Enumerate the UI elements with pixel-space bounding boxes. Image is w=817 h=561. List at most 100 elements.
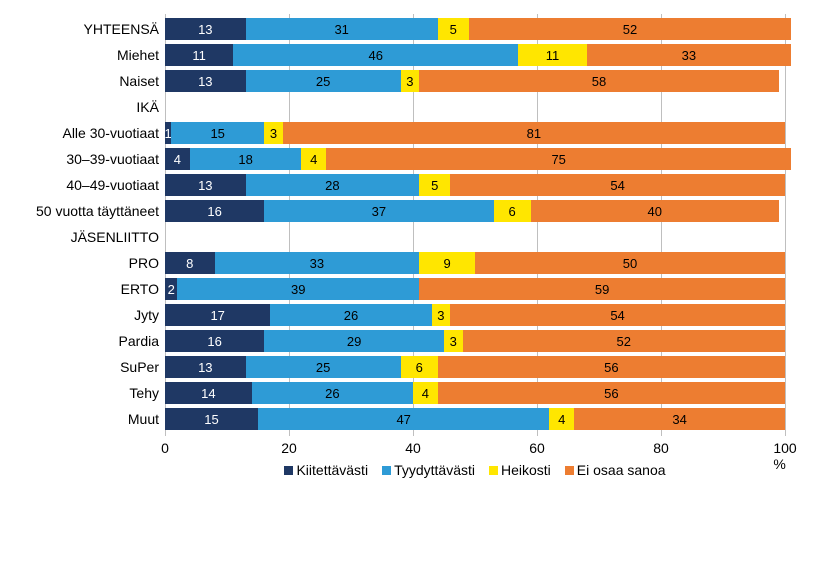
bar-row: Pardia1629352 <box>165 328 785 354</box>
bar-segment-heikosti: 6 <box>494 200 531 222</box>
gridline <box>785 14 786 436</box>
bar-segment-heikosti: 6 <box>401 356 438 378</box>
bar-row: Jyty1726354 <box>165 302 785 328</box>
row-label: Jyty <box>0 307 159 323</box>
legend-swatch <box>565 466 574 475</box>
bar-segment-eiosaa: 54 <box>450 174 785 196</box>
stacked-bar: 1637640 <box>165 200 779 222</box>
bar-segment-tyydyttavasti: 26 <box>270 304 431 326</box>
stacked-bar: 115381 <box>165 122 785 144</box>
bar-segment-heikosti: 4 <box>549 408 574 430</box>
row-label: YHTEENSÄ <box>0 21 159 37</box>
stacked-bar: 418475 <box>165 148 791 170</box>
stacked-bar: 11461133 <box>165 44 791 66</box>
bar-segment-tyydyttavasti: 29 <box>264 330 444 352</box>
bar-segment-tyydyttavasti: 28 <box>246 174 420 196</box>
bar-segment-eiosaa: 56 <box>438 382 785 404</box>
row-label: ERTO <box>0 281 159 297</box>
bar-segment-tyydyttavasti: 37 <box>264 200 493 222</box>
bar-segment-heikosti: 3 <box>432 304 451 326</box>
bar-row: Miehet11461133 <box>165 42 785 68</box>
row-label: Muut <box>0 411 159 427</box>
section-header-row: JÄSENLIITTO <box>165 224 785 250</box>
bar-segment-heikosti: 3 <box>401 70 420 92</box>
bar-segment-tyydyttavasti: 46 <box>233 44 518 66</box>
bar-segment-kiitettavasti: 2 <box>165 278 177 300</box>
stacked-bar: 833950 <box>165 252 785 274</box>
stacked-bar: 1328554 <box>165 174 785 196</box>
legend-item-tyydyttavasti: Tyydyttävästi <box>382 462 475 478</box>
bar-segment-tyydyttavasti: 33 <box>215 252 420 274</box>
bar-segment-kiitettavasti: 13 <box>165 174 246 196</box>
bar-segment-eiosaa: 52 <box>463 330 785 352</box>
bar-segment-tyydyttavasti: 31 <box>246 18 438 40</box>
bar-row: Naiset1325358 <box>165 68 785 94</box>
row-label: 50 vuotta täyttäneet <box>0 203 159 219</box>
bar-segment-eiosaa: 56 <box>438 356 785 378</box>
section-header-row: IKÄ <box>165 94 785 120</box>
bar-row: Alle 30-vuotiaat115381 <box>165 120 785 146</box>
legend-swatch <box>284 466 293 475</box>
x-tick-label: 0 <box>161 440 169 456</box>
bar-segment-heikosti: 3 <box>444 330 463 352</box>
bar-segment-tyydyttavasti: 39 <box>177 278 419 300</box>
bar-segment-kiitettavasti: 14 <box>165 382 252 404</box>
legend-item-heikosti: Heikosti <box>489 462 551 478</box>
row-label: Alle 30-vuotiaat <box>0 125 159 141</box>
bar-segment-kiitettavasti: 13 <box>165 70 246 92</box>
plot-area: YHTEENSÄ1331552Miehet11461133Naiset13253… <box>165 10 785 500</box>
row-label: Tehy <box>0 385 159 401</box>
bar-segment-kiitettavasti: 16 <box>165 330 264 352</box>
bar-segment-kiitettavasti: 4 <box>165 148 190 170</box>
stacked-bar: 1325656 <box>165 356 785 378</box>
bar-segment-tyydyttavasti: 47 <box>258 408 549 430</box>
legend-label: Heikosti <box>501 462 551 478</box>
bar-segment-tyydyttavasti: 15 <box>171 122 264 144</box>
bar-segment-eiosaa: 81 <box>283 122 785 144</box>
x-tick-label: 60 <box>529 440 545 456</box>
bar-segment-eiosaa: 52 <box>469 18 791 40</box>
x-tick-label: 80 <box>653 440 669 456</box>
bar-segment-eiosaa: 33 <box>587 44 792 66</box>
legend-swatch <box>382 466 391 475</box>
bar-segment-eiosaa: 50 <box>475 252 785 274</box>
row-label: 30–39-vuotiaat <box>0 151 159 167</box>
bar-rows: YHTEENSÄ1331552Miehet11461133Naiset13253… <box>165 16 785 432</box>
stacked-bar: 1726354 <box>165 304 785 326</box>
bar-segment-kiitettavasti: 13 <box>165 18 246 40</box>
bar-segment-eiosaa: 75 <box>326 148 791 170</box>
row-label: Miehet <box>0 47 159 63</box>
bar-segment-tyydyttavasti: 18 <box>190 148 302 170</box>
legend-label: Kiitettävästi <box>296 462 368 478</box>
bar-segment-eiosaa: 59 <box>419 278 785 300</box>
row-label: Naiset <box>0 73 159 89</box>
stacked-bar: 1629352 <box>165 330 785 352</box>
bar-segment-heikosti: 4 <box>413 382 438 404</box>
row-label: PRO <box>0 255 159 271</box>
row-label: JÄSENLIITTO <box>0 229 159 245</box>
bar-segment-heikosti: 5 <box>438 18 469 40</box>
chart-container: YHTEENSÄ1331552Miehet11461133Naiset13253… <box>0 0 817 561</box>
legend-swatch <box>489 466 498 475</box>
bar-row: SuPer1325656 <box>165 354 785 380</box>
stacked-bar: 1426456 <box>165 382 785 404</box>
bar-segment-eiosaa: 54 <box>450 304 785 326</box>
bar-segment-kiitettavasti: 11 <box>165 44 233 66</box>
legend-label: Ei osaa sanoa <box>577 462 666 478</box>
bar-segment-kiitettavasti: 15 <box>165 408 258 430</box>
bar-segment-heikosti: 5 <box>419 174 450 196</box>
bar-row: PRO833950 <box>165 250 785 276</box>
legend-label: Tyydyttävästi <box>394 462 475 478</box>
bar-segment-kiitettavasti: 8 <box>165 252 215 274</box>
x-tick-label: 20 <box>281 440 297 456</box>
bar-row: Tehy1426456 <box>165 380 785 406</box>
bar-row: ERTO23959 <box>165 276 785 302</box>
legend: Kiitettävästi Tyydyttävästi Heikosti Ei osa… <box>165 462 785 478</box>
row-label: Pardia <box>0 333 159 349</box>
bar-segment-heikosti: 3 <box>264 122 283 144</box>
bar-segment-tyydyttavasti: 25 <box>246 356 401 378</box>
bar-row: 30–39-vuotiaat418475 <box>165 146 785 172</box>
x-tick-label: 40 <box>405 440 421 456</box>
row-label: SuPer <box>0 359 159 375</box>
bar-segment-tyydyttavasti: 25 <box>246 70 401 92</box>
